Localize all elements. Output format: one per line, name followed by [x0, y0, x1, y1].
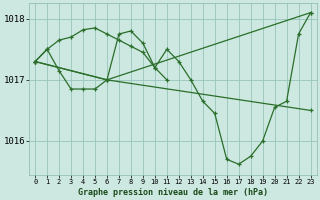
- X-axis label: Graphe pression niveau de la mer (hPa): Graphe pression niveau de la mer (hPa): [78, 188, 268, 197]
